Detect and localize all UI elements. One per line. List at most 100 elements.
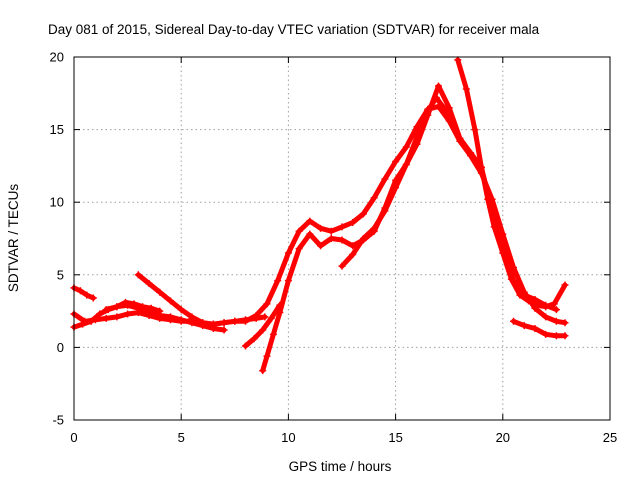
data-point xyxy=(327,227,335,235)
data-point xyxy=(134,304,142,312)
data-point xyxy=(552,306,560,314)
plot-frame xyxy=(73,56,611,421)
data-point xyxy=(295,245,303,253)
series-track-j xyxy=(510,317,569,340)
series-track-i xyxy=(454,56,569,311)
y-tick-label: 20 xyxy=(50,50,64,65)
series-line-track-a xyxy=(71,285,96,301)
data-point xyxy=(349,219,357,227)
data-point xyxy=(102,306,110,314)
data-point xyxy=(477,163,485,171)
data-point xyxy=(561,319,569,327)
x-tick-label: 5 xyxy=(178,430,185,445)
data-point xyxy=(471,126,479,134)
data-point xyxy=(533,301,541,309)
data-point xyxy=(561,281,569,289)
data-point xyxy=(359,235,367,242)
data-point xyxy=(87,317,95,325)
data-point xyxy=(124,301,132,309)
data-point xyxy=(284,277,292,285)
data-point xyxy=(542,330,550,338)
data-point xyxy=(145,309,153,317)
data-point xyxy=(250,335,258,343)
data-point xyxy=(242,317,250,325)
data-point xyxy=(306,230,314,238)
data-point xyxy=(456,134,464,142)
data-point xyxy=(102,314,110,322)
data-point xyxy=(402,143,410,151)
data-point xyxy=(274,277,282,285)
x-tick-label: 20 xyxy=(496,430,510,445)
chart-title: Day 081 of 2015, Sidereal Day-to-day VTE… xyxy=(48,22,540,37)
data-point xyxy=(267,314,275,322)
series-line-track-f xyxy=(189,103,568,327)
data-point xyxy=(145,280,153,288)
data-point xyxy=(392,158,400,166)
x-tick-label: 25 xyxy=(603,430,617,445)
data-point xyxy=(349,242,357,250)
data-point xyxy=(177,316,185,324)
data-point xyxy=(490,223,498,231)
data-point xyxy=(462,85,470,93)
data-point xyxy=(259,326,267,334)
data-point xyxy=(499,249,507,257)
x-axis-label: GPS time / hours xyxy=(289,459,392,474)
data-point xyxy=(220,319,228,327)
series-track-k xyxy=(242,301,284,350)
data-point xyxy=(359,210,367,218)
x-tick-label: 15 xyxy=(388,430,402,445)
data-point xyxy=(550,300,558,308)
data-point xyxy=(147,304,155,312)
data-point xyxy=(263,300,271,308)
data-point xyxy=(220,326,228,334)
data-point xyxy=(252,311,260,319)
data-point xyxy=(306,217,314,225)
data-point xyxy=(338,236,346,244)
data-point xyxy=(510,317,518,325)
data-point xyxy=(445,104,453,112)
x-tick-label: 10 xyxy=(281,430,295,445)
data-point xyxy=(381,175,389,183)
data-point xyxy=(188,314,196,322)
data-point xyxy=(261,313,269,321)
data-point xyxy=(434,82,442,90)
data-point xyxy=(484,195,492,203)
data-point xyxy=(542,303,550,311)
data-point xyxy=(552,332,560,340)
data-point xyxy=(507,275,515,283)
series-layer xyxy=(70,56,569,375)
data-point xyxy=(231,317,239,325)
y-tick-label: 10 xyxy=(50,195,64,210)
data-point xyxy=(96,310,104,318)
data-point xyxy=(392,184,400,192)
data-point xyxy=(525,297,533,305)
y-axis-label: SDTVAR / TECUs xyxy=(6,184,21,293)
data-point xyxy=(370,224,378,232)
series-track-f xyxy=(188,102,569,328)
data-point xyxy=(561,332,569,340)
data-point xyxy=(516,291,524,299)
data-point xyxy=(76,287,84,295)
data-point xyxy=(177,306,185,314)
data-point xyxy=(166,313,174,321)
data-point xyxy=(209,320,217,328)
x-tick-label: 0 xyxy=(70,430,77,445)
data-point xyxy=(467,149,475,157)
data-point xyxy=(89,294,97,302)
data-point xyxy=(454,56,462,64)
data-point xyxy=(381,207,389,215)
data-point xyxy=(327,235,335,242)
data-point xyxy=(542,313,550,321)
data-point xyxy=(424,111,432,119)
data-point xyxy=(113,303,121,311)
data-point xyxy=(113,313,121,321)
y-tick-label: 5 xyxy=(57,267,64,282)
data-point xyxy=(79,320,87,328)
data-point xyxy=(199,319,207,327)
data-point xyxy=(259,367,267,375)
data-point xyxy=(552,317,560,325)
data-point xyxy=(263,352,271,360)
axis-ticks: 0 5 10 15 20 25 -5 0 5 10 15 20 xyxy=(50,50,618,446)
